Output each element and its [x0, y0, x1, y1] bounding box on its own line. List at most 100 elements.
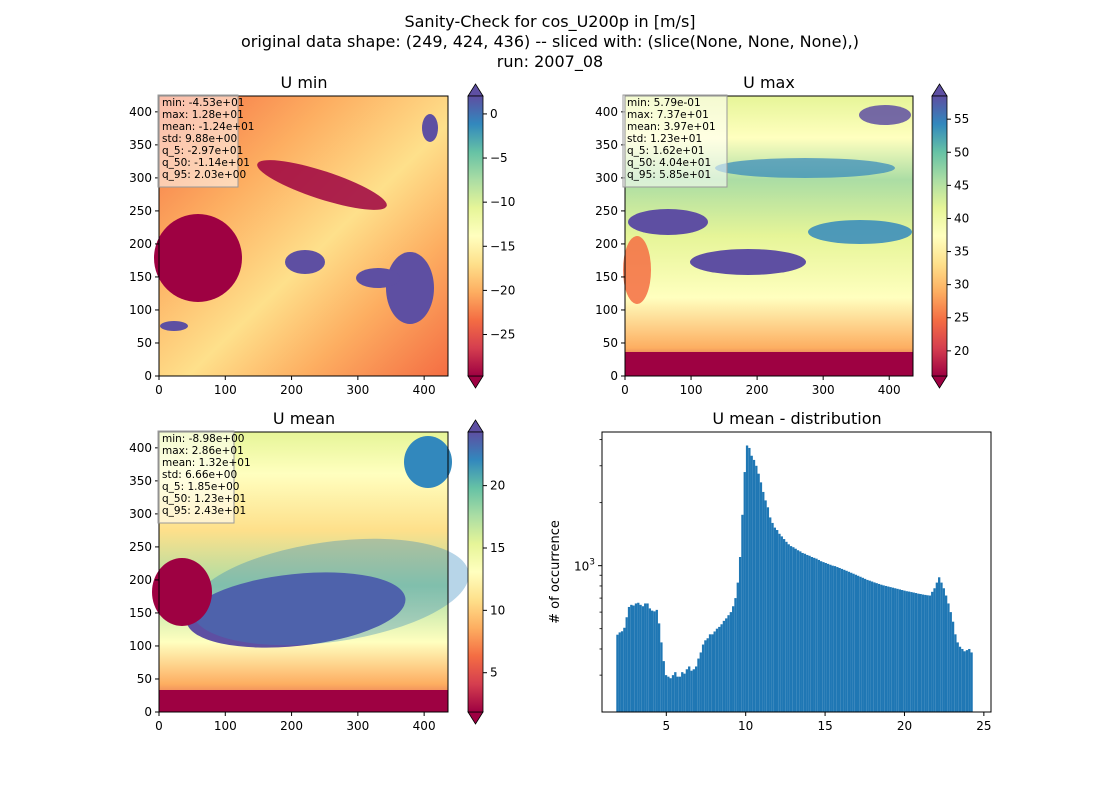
blob-ne-fast — [859, 105, 911, 125]
histogram-bar — [623, 627, 626, 712]
histogram-bar — [819, 561, 823, 712]
x-tick-label: 200 — [280, 383, 303, 397]
histogram-bar — [771, 522, 774, 712]
histogram-bar — [882, 585, 885, 712]
y-tick-label: 250 — [129, 540, 152, 554]
y-axis-ticks: 103 — [574, 439, 602, 676]
stat-min: min: 5.79e-01 — [627, 97, 701, 109]
stat-std: std: 6.66e+00 — [162, 469, 237, 481]
x-tick-label: 300 — [346, 719, 369, 733]
histogram-bar — [704, 640, 707, 712]
histogram-bar — [949, 612, 952, 712]
histogram-bar — [866, 579, 869, 712]
blob-west-slow — [623, 236, 651, 304]
panel-u-min: U min 0 100 200 300 400 0 50 100 150 200 250 300 35… — [129, 73, 515, 397]
histogram-bar — [850, 572, 853, 712]
colorbar-tick-label: 55 — [954, 112, 969, 126]
histogram-bar — [917, 593, 920, 712]
histogram-bar — [951, 621, 955, 712]
stat-q50: q_50: 1.23e+01 — [162, 493, 246, 505]
histogram-bar — [785, 541, 788, 712]
histogram-bar — [921, 594, 925, 712]
stats-box-frame — [622, 94, 728, 188]
histogram-bar — [896, 588, 899, 712]
blob-ne-fast — [404, 436, 452, 488]
histogram-bar — [859, 576, 862, 712]
histogram-bar — [815, 558, 818, 712]
y-tick-label: 300 — [129, 507, 152, 521]
y-axis-ticks: 0 50 100 150 200 250 300 350 400 — [595, 105, 625, 383]
colorbar-tick-label: 25 — [954, 311, 969, 325]
histogram-bar — [662, 661, 665, 712]
histogram-bar — [789, 546, 793, 712]
histogram-bar — [940, 582, 943, 712]
histogram-bar — [944, 595, 948, 712]
y-tick-label: 350 — [595, 138, 618, 152]
histogram-bar — [970, 652, 973, 712]
histogram-bar — [875, 583, 878, 712]
histogram-bars — [616, 445, 973, 712]
histogram-bar — [799, 551, 802, 712]
histogram-bar — [900, 590, 904, 712]
histogram-bar — [750, 455, 753, 712]
histogram-bar — [938, 577, 941, 712]
histogram-bar — [630, 604, 633, 712]
stat-std: std: 1.23e+01 — [627, 133, 702, 145]
x-tick-label: 100 — [214, 383, 237, 397]
histogram-bar — [667, 676, 670, 712]
y-tick-label: 50 — [137, 672, 152, 686]
histogram-bar — [780, 536, 783, 712]
x-tick-label: 300 — [346, 383, 369, 397]
histogram-bar — [743, 472, 746, 712]
colorbar-tick-label: 15 — [490, 541, 505, 555]
histogram-bar — [769, 517, 772, 712]
y-tick-label: 400 — [129, 105, 152, 119]
histogram-bar — [618, 632, 621, 712]
histogram-bar — [926, 595, 929, 712]
y-tick-label: 0 — [144, 369, 152, 383]
y-tick-label: 100 — [129, 639, 152, 653]
y-tick-label: 0 — [144, 705, 152, 719]
panel-u-mean: U mean 0 100 200 300 400 0 50 100 150 200 250 300 3… — [129, 409, 505, 733]
histogram-bar — [692, 669, 695, 712]
colorbar-u-max: 55 50 45 40 35 30 25 20 — [931, 83, 969, 389]
stat-max: max: 2.86e+01 — [162, 445, 244, 457]
blob-south-slow — [625, 352, 913, 376]
stat-mean: mean: 3.97e+01 — [627, 121, 716, 133]
histogram-bar — [954, 634, 957, 712]
histogram-bar — [794, 548, 797, 712]
blob-jet-west — [628, 209, 708, 235]
plot-frame — [158, 431, 449, 713]
histogram-bar — [766, 507, 770, 712]
histogram-bar — [854, 574, 858, 712]
histogram-bar — [690, 670, 693, 712]
suptitle-line-3: run: 2007_08 — [496, 52, 604, 71]
stat-q95: q_95: 2.43e+01 — [162, 505, 246, 517]
panel-u-mean-distribution: U mean - distribution # of occurrence 5 1… — [548, 409, 992, 733]
histogram-bar — [641, 606, 645, 712]
histogram-bar — [829, 564, 832, 712]
y-tick-label: 50 — [137, 336, 152, 350]
histogram-bar — [813, 557, 816, 712]
histogram-bar — [822, 562, 825, 712]
colorbar-extend-min — [467, 711, 484, 725]
colorbar-extend-max — [931, 83, 948, 97]
histogram-bar — [877, 583, 881, 712]
histogram-bar — [873, 582, 876, 712]
colorbar-tick-label: 30 — [954, 278, 969, 292]
histogram-bar — [639, 604, 642, 712]
histogram-bar — [924, 594, 927, 712]
stats-box-frame — [157, 94, 239, 188]
x-tick-label: 300 — [812, 383, 835, 397]
colorbar-tick-label: 45 — [954, 178, 969, 192]
histogram-bar — [708, 634, 712, 712]
histogram-bar — [870, 581, 874, 712]
histogram-bar — [734, 598, 737, 712]
histogram-bar — [912, 592, 915, 712]
blob-westerly-core — [154, 214, 242, 302]
x-tick-label: 0 — [155, 719, 163, 733]
histogram-bar — [868, 580, 871, 712]
histogram-bar — [956, 642, 959, 712]
stat-q5: q_5: 1.85e+00 — [162, 481, 239, 493]
